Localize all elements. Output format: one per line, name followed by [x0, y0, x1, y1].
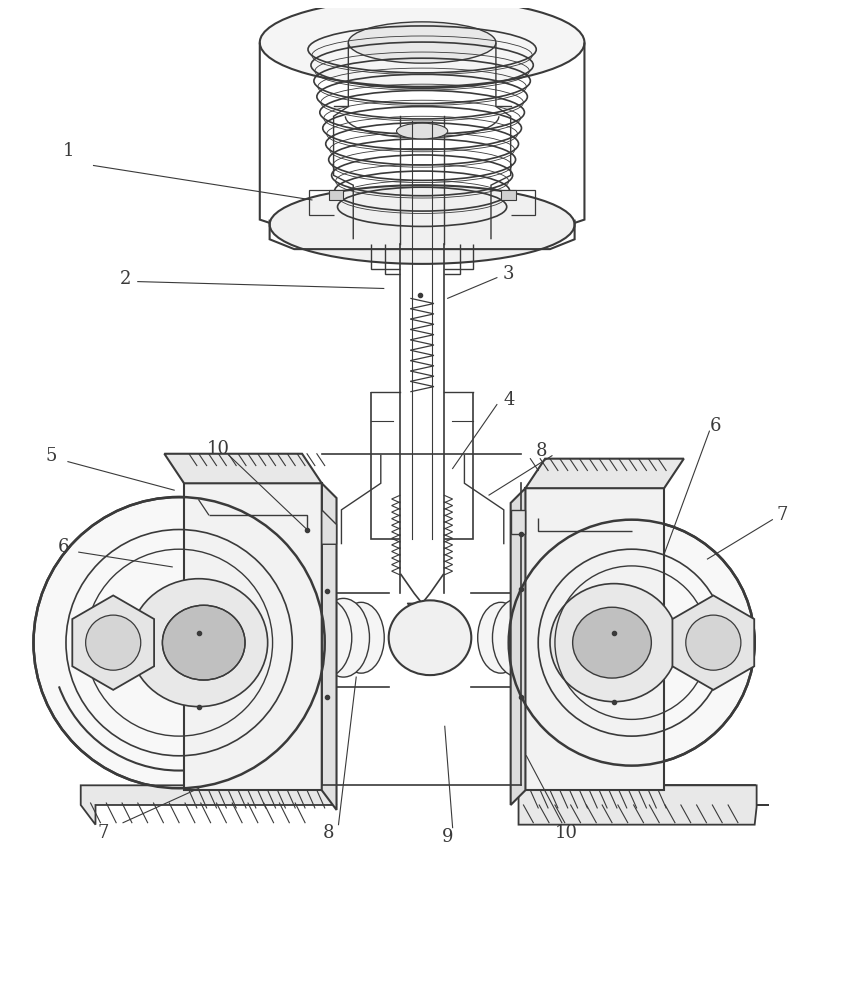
Ellipse shape	[509, 520, 755, 766]
Ellipse shape	[573, 607, 651, 678]
Text: 10: 10	[554, 824, 577, 842]
Ellipse shape	[285, 602, 331, 673]
Text: 6: 6	[58, 538, 69, 556]
Polygon shape	[510, 510, 526, 534]
Ellipse shape	[162, 605, 245, 680]
Polygon shape	[526, 488, 664, 790]
Ellipse shape	[270, 185, 575, 264]
Polygon shape	[526, 459, 684, 488]
Text: 6: 6	[710, 417, 721, 435]
Polygon shape	[81, 785, 337, 825]
Polygon shape	[322, 483, 337, 810]
Polygon shape	[519, 785, 757, 825]
Polygon shape	[322, 510, 337, 544]
Polygon shape	[164, 454, 322, 483]
Text: 3: 3	[503, 265, 515, 283]
Text: 7: 7	[777, 506, 788, 524]
Ellipse shape	[531, 602, 577, 673]
Ellipse shape	[349, 22, 496, 63]
Ellipse shape	[478, 602, 524, 673]
Text: 1: 1	[64, 142, 75, 160]
Ellipse shape	[685, 615, 740, 670]
Ellipse shape	[130, 579, 268, 707]
Text: 7: 7	[98, 824, 109, 842]
Ellipse shape	[34, 497, 325, 788]
Polygon shape	[184, 483, 322, 790]
Text: 5: 5	[46, 447, 57, 465]
Polygon shape	[673, 595, 754, 690]
Text: 4: 4	[503, 391, 515, 409]
Ellipse shape	[317, 598, 369, 677]
Ellipse shape	[86, 615, 141, 670]
Polygon shape	[329, 190, 344, 200]
Polygon shape	[72, 595, 154, 690]
Polygon shape	[501, 190, 515, 200]
Text: 10: 10	[207, 440, 230, 458]
Polygon shape	[519, 785, 770, 805]
Text: 9: 9	[442, 828, 454, 846]
Ellipse shape	[510, 598, 563, 677]
Ellipse shape	[550, 584, 678, 702]
Polygon shape	[407, 603, 437, 611]
Text: 8: 8	[323, 824, 334, 842]
Ellipse shape	[300, 598, 352, 677]
Polygon shape	[510, 488, 526, 805]
Text: 2: 2	[119, 270, 131, 288]
Ellipse shape	[492, 598, 545, 677]
Text: 8: 8	[535, 442, 547, 460]
Ellipse shape	[397, 123, 448, 139]
Ellipse shape	[388, 600, 472, 675]
Ellipse shape	[259, 0, 584, 87]
Ellipse shape	[338, 602, 384, 673]
